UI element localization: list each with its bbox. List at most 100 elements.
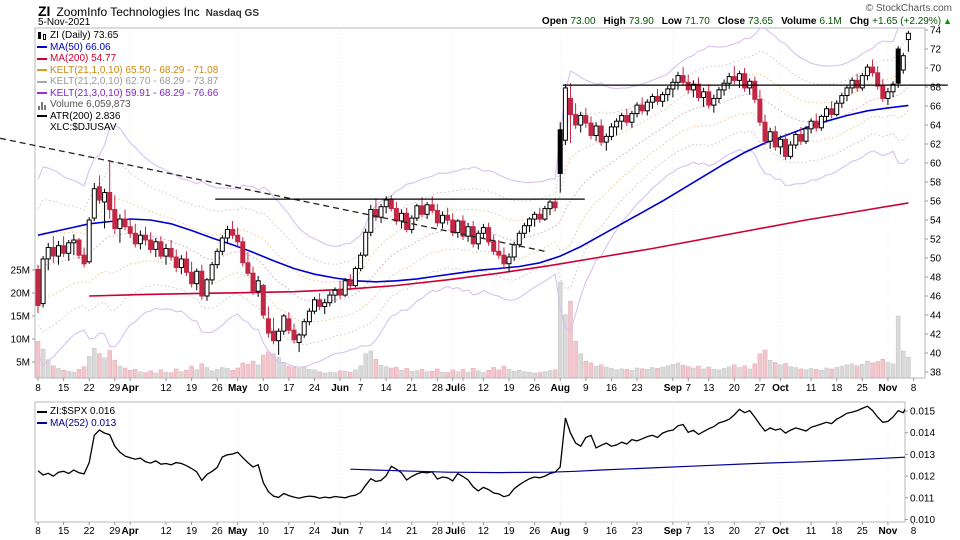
candle-body bbox=[552, 201, 558, 209]
candle-body bbox=[235, 234, 241, 243]
candle-body bbox=[537, 213, 543, 220]
date-axis-label: 17 bbox=[283, 526, 295, 537]
volume-bar bbox=[358, 365, 363, 378]
volume-bar bbox=[696, 365, 701, 378]
volume-bar bbox=[783, 363, 788, 378]
candle-body bbox=[112, 209, 118, 229]
volume-bar bbox=[122, 367, 128, 378]
date-axis-label: 8 bbox=[35, 526, 41, 537]
candle-body bbox=[414, 205, 420, 219]
volume-bar bbox=[225, 368, 230, 378]
candle-body bbox=[818, 115, 824, 129]
volume-bar bbox=[373, 358, 379, 378]
volume-bar bbox=[455, 371, 461, 378]
candle-body bbox=[675, 75, 681, 83]
date-axis-label: 8 bbox=[911, 526, 917, 537]
volume-bar bbox=[839, 365, 845, 378]
volume-bar bbox=[824, 367, 829, 378]
volume-bar bbox=[711, 369, 717, 378]
volume-bar bbox=[301, 367, 307, 378]
volume-bar bbox=[296, 368, 302, 378]
volume-bar bbox=[409, 370, 415, 378]
volume-bar bbox=[440, 371, 445, 378]
volume-bar bbox=[522, 371, 527, 378]
ratio-axis-label: 0.010 bbox=[910, 515, 935, 526]
date-axis-label: 15 bbox=[58, 526, 70, 537]
volume-bar bbox=[86, 356, 92, 378]
volume-bar bbox=[895, 315, 901, 378]
candle-body bbox=[45, 247, 51, 260]
candle-body bbox=[829, 108, 835, 116]
candle-body bbox=[224, 229, 230, 239]
volume-bar bbox=[286, 365, 292, 378]
candle-body bbox=[506, 256, 512, 265]
volume-bar bbox=[593, 365, 599, 378]
date-axis-label: Nov bbox=[878, 383, 897, 394]
candle-body bbox=[685, 81, 691, 91]
candle-body bbox=[86, 219, 92, 263]
volume-bar bbox=[716, 369, 722, 378]
candle-body bbox=[301, 321, 307, 336]
volume-bar bbox=[890, 363, 896, 378]
candle-body bbox=[721, 82, 727, 91]
ratio-axis-label: 0.012 bbox=[910, 472, 935, 483]
volume-bar bbox=[266, 351, 271, 378]
date-axis-label: Jul bbox=[445, 383, 460, 394]
candle-body bbox=[736, 73, 742, 81]
change-up-arrow-icon: ▲ bbox=[943, 16, 952, 26]
candle-body bbox=[547, 201, 553, 210]
candle-body bbox=[71, 239, 77, 244]
volume-bar bbox=[527, 371, 532, 378]
candle-body bbox=[824, 108, 829, 117]
volume-bar bbox=[680, 364, 686, 378]
date-axis-label: 23 bbox=[631, 526, 643, 537]
candle-body bbox=[603, 135, 609, 143]
volume-bar bbox=[148, 370, 153, 378]
date-axis-label: Apr bbox=[122, 526, 139, 537]
exchange-name: Nasdaq GS bbox=[205, 8, 260, 19]
volume-bar bbox=[675, 362, 681, 378]
volume-bar bbox=[506, 369, 512, 378]
candle-body bbox=[752, 80, 758, 100]
volume-bar bbox=[404, 368, 409, 378]
volume-bar bbox=[547, 370, 553, 378]
volume-bar bbox=[363, 353, 368, 378]
candle-body bbox=[137, 234, 143, 245]
volume-axis-label: 15M bbox=[11, 312, 30, 323]
date-axis-label: 21 bbox=[406, 526, 418, 537]
volume-bar bbox=[767, 359, 773, 378]
volume-bar bbox=[834, 367, 839, 378]
candle-body bbox=[900, 55, 906, 71]
volume-bar bbox=[317, 371, 322, 378]
candle-body bbox=[905, 32, 911, 40]
date-axis-label: 28 bbox=[432, 526, 444, 537]
volume-bar bbox=[250, 360, 256, 378]
candle-body bbox=[777, 138, 783, 148]
volume-bar bbox=[92, 347, 97, 378]
date-axis-label: 8 bbox=[35, 383, 41, 394]
candle-body bbox=[532, 213, 538, 220]
candle-body bbox=[393, 208, 399, 222]
date-axis-label: 18 bbox=[831, 383, 843, 394]
candle-body bbox=[199, 270, 205, 297]
candle-body bbox=[50, 247, 56, 257]
volume-bar bbox=[61, 370, 66, 378]
volume-bar bbox=[906, 356, 911, 378]
candle-body bbox=[706, 91, 712, 106]
volume-bar bbox=[798, 368, 804, 378]
candle-body bbox=[624, 115, 630, 123]
candle-body bbox=[808, 120, 814, 130]
volume-bar bbox=[752, 363, 758, 378]
date-axis-label: 10 bbox=[258, 383, 270, 394]
date-axis-label: Jun bbox=[331, 383, 349, 394]
volume-bar bbox=[66, 370, 71, 378]
volume-bar bbox=[51, 365, 56, 378]
candle-body bbox=[885, 91, 891, 100]
price-axis-label: 60 bbox=[930, 159, 942, 170]
month-gridlines bbox=[129, 28, 889, 522]
volume-bar bbox=[880, 358, 886, 378]
quote-value: 73.90 bbox=[628, 16, 654, 27]
volume-bar bbox=[112, 359, 118, 378]
volume-bar bbox=[327, 371, 333, 378]
